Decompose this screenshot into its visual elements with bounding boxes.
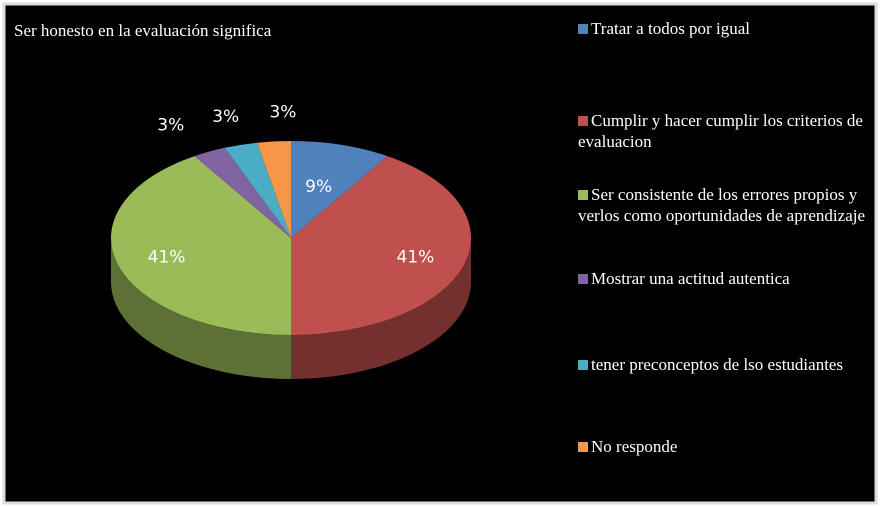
data-label: 3% — [269, 102, 296, 122]
slice — [111, 156, 291, 335]
data-label: 3% — [212, 107, 239, 127]
legend-label: No responde — [591, 437, 678, 456]
data-label: 3% — [157, 116, 184, 136]
legend-swatch — [578, 442, 588, 452]
slice — [257, 141, 291, 238]
legend-item: Ser consistente de los errores propios y… — [578, 184, 878, 226]
legend-item: Tratar a todos por igual — [578, 18, 878, 39]
slice — [224, 142, 291, 238]
slice — [194, 147, 291, 238]
data-label: 9% — [305, 177, 332, 197]
legend-label: tener preconceptos de lso estudiantes — [591, 355, 844, 374]
data-label: 41% — [148, 247, 186, 267]
legend-item: tener preconceptos de lso estudiantes — [578, 354, 878, 375]
slice-side — [291, 238, 471, 379]
legend-label: Tratar a todos por igual — [591, 19, 750, 38]
legend-label: Mostrar una actitud autentica — [591, 269, 790, 288]
slice — [291, 156, 471, 335]
legend-swatch — [578, 24, 588, 34]
legend-swatch — [578, 274, 588, 284]
legend-item: No responde — [578, 436, 878, 457]
legend-swatch — [578, 190, 588, 200]
legend-item: Cumplir y hacer cumplir los criterios de… — [578, 110, 878, 152]
chart-title: Ser honesto en la evaluación significa — [14, 21, 272, 40]
slice-side — [111, 238, 291, 379]
legend-swatch — [578, 360, 588, 370]
data-label: 41% — [397, 247, 435, 267]
legend-label: Cumplir y hacer cumplir los criterios de… — [578, 111, 863, 151]
legend-item: Mostrar una actitud autentica — [578, 268, 878, 289]
legend-label: Ser consistente de los errores propios y… — [578, 185, 866, 225]
legend-swatch — [578, 116, 588, 126]
slice — [291, 141, 388, 238]
